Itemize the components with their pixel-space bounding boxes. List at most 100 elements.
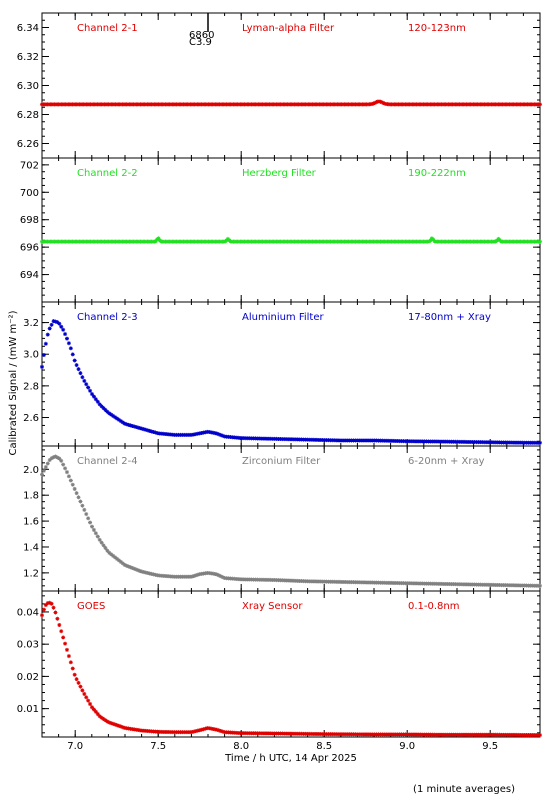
data-point xyxy=(51,605,56,610)
y-tick-label: 2.0 xyxy=(23,465,39,476)
data-point xyxy=(111,721,116,726)
data-point xyxy=(47,458,52,463)
data-point xyxy=(101,716,106,721)
data-point xyxy=(47,600,52,605)
panel-frame xyxy=(41,590,541,738)
data-point xyxy=(189,574,194,579)
flare-marker-label: C3.9 xyxy=(189,37,212,48)
data-point xyxy=(49,601,54,606)
x-tick-label: 8.0 xyxy=(233,741,249,752)
data-series xyxy=(40,454,542,588)
data-point xyxy=(153,239,158,244)
data-point xyxy=(138,426,143,431)
data-point xyxy=(218,728,223,733)
data-point xyxy=(156,236,161,241)
data-point xyxy=(220,575,225,580)
data-point xyxy=(41,352,46,357)
data-point xyxy=(91,394,96,399)
y-tick-label: 2.6 xyxy=(23,413,39,424)
data-point xyxy=(93,397,98,402)
panel-title: Zirconium Filter xyxy=(242,456,321,467)
data-point xyxy=(218,574,223,579)
data-point xyxy=(113,415,118,420)
y-tick-label: 6.26 xyxy=(17,139,39,150)
data-point xyxy=(86,385,91,390)
data-point xyxy=(43,341,48,346)
data-point xyxy=(143,427,148,432)
data-point xyxy=(126,564,131,569)
data-point xyxy=(431,237,436,242)
panel-2: 694 696 698 700 702 Channel 2-2 Herzberg Filte… xyxy=(20,157,542,303)
data-point xyxy=(378,99,383,104)
data-point xyxy=(538,733,542,738)
data-point xyxy=(116,417,121,422)
data-point xyxy=(114,416,119,421)
data-point xyxy=(45,332,50,337)
data-point xyxy=(105,719,110,724)
data-point xyxy=(101,406,106,411)
data-point xyxy=(113,555,118,560)
data-point xyxy=(134,567,139,572)
data-point xyxy=(114,556,119,561)
data-point xyxy=(99,540,104,545)
data-point xyxy=(113,722,118,727)
data-point xyxy=(214,727,219,732)
data-point xyxy=(145,428,150,433)
x-axis-label: Time / h UTC, 14 Apr 2025 xyxy=(224,753,357,764)
y-tick-label: 0.03 xyxy=(17,640,39,651)
panel-4: 1.2 1.4 1.6 1.8 2.0 Channel 2-4 Zirconium Filt… xyxy=(23,445,542,592)
data-point xyxy=(107,411,112,416)
flare-marker-label: 6860 xyxy=(189,30,214,41)
data-point xyxy=(89,705,94,710)
x-tick-label: 9.5 xyxy=(482,741,498,752)
y-tick-label: 3.2 xyxy=(23,318,39,329)
data-point xyxy=(103,718,108,723)
data-point xyxy=(68,478,73,483)
data-point xyxy=(193,573,198,578)
data-point xyxy=(216,573,221,578)
panel-title: Channel 2-2 xyxy=(77,168,138,179)
data-point xyxy=(126,422,131,427)
data-point xyxy=(130,423,135,428)
data-point xyxy=(41,607,46,612)
data-point xyxy=(220,433,225,438)
data-point xyxy=(43,465,48,470)
data-point xyxy=(149,429,154,434)
data-point xyxy=(224,238,229,243)
data-point xyxy=(134,425,139,430)
data-point xyxy=(122,562,127,567)
data-point xyxy=(114,723,119,728)
y-tick-label: 1.6 xyxy=(23,517,39,528)
y-tick-label: 6.28 xyxy=(17,110,39,121)
footnote: (1 minute averages) xyxy=(413,784,515,795)
data-point xyxy=(51,455,56,460)
data-point xyxy=(374,100,379,105)
data-point xyxy=(128,423,133,428)
data-point xyxy=(97,537,102,542)
panel-frame xyxy=(41,12,541,159)
data-point xyxy=(153,572,158,577)
data-point xyxy=(45,461,50,466)
data-point xyxy=(55,320,60,325)
data-point xyxy=(130,565,135,570)
data-point xyxy=(93,709,98,714)
data-point xyxy=(372,100,377,105)
data-point xyxy=(428,238,433,243)
data-point xyxy=(105,548,110,553)
data-point xyxy=(61,327,66,332)
y-tick-label: 1.4 xyxy=(23,542,39,553)
x-tick-label: 7.5 xyxy=(150,741,166,752)
data-point xyxy=(40,613,44,618)
panel-3: 2.6 2.8 3.0 3.2 Channel 2-3 Aluminium Filter 1… xyxy=(23,301,542,447)
data-point xyxy=(63,332,68,337)
data-point xyxy=(141,427,146,432)
data-point xyxy=(88,520,93,525)
data-point xyxy=(86,698,91,703)
data-point xyxy=(43,602,48,607)
data-point xyxy=(120,725,125,730)
data-point xyxy=(53,319,58,324)
x-tick-label: 8.5 xyxy=(316,741,332,752)
data-point xyxy=(124,563,129,568)
data-point xyxy=(101,543,106,548)
